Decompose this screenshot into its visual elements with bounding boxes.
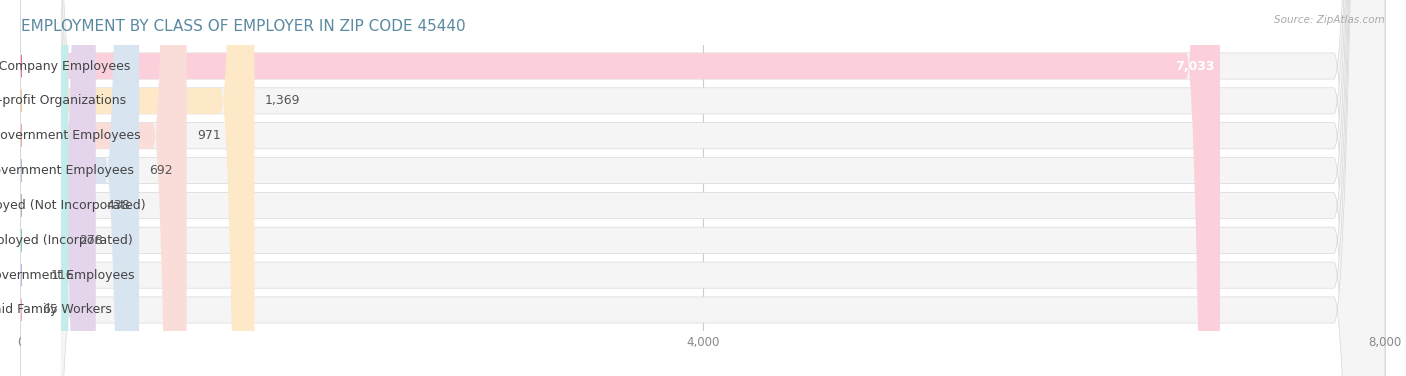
FancyBboxPatch shape (21, 0, 187, 376)
Text: Not-for-profit Organizations: Not-for-profit Organizations (0, 94, 127, 108)
FancyBboxPatch shape (21, 0, 1385, 376)
Text: Private Company Employees: Private Company Employees (0, 59, 131, 73)
FancyBboxPatch shape (21, 0, 60, 376)
FancyBboxPatch shape (21, 0, 1385, 376)
Text: 65: 65 (42, 303, 58, 317)
Text: Local Government Employees: Local Government Employees (0, 164, 134, 177)
FancyBboxPatch shape (21, 0, 1385, 376)
Text: 116: 116 (51, 268, 75, 282)
Text: Source: ZipAtlas.com: Source: ZipAtlas.com (1274, 15, 1385, 25)
Text: 278: 278 (79, 234, 103, 247)
FancyBboxPatch shape (21, 0, 139, 376)
FancyBboxPatch shape (21, 0, 1385, 376)
Text: Federal Government Employees: Federal Government Employees (0, 129, 141, 142)
FancyBboxPatch shape (21, 0, 96, 376)
Text: 971: 971 (197, 129, 221, 142)
Text: 438: 438 (105, 199, 129, 212)
FancyBboxPatch shape (21, 0, 1220, 376)
FancyBboxPatch shape (21, 0, 60, 376)
FancyBboxPatch shape (21, 0, 60, 376)
Text: Self-Employed (Not Incorporated): Self-Employed (Not Incorporated) (0, 199, 146, 212)
FancyBboxPatch shape (21, 0, 254, 376)
Text: Self-Employed (Incorporated): Self-Employed (Incorporated) (0, 234, 132, 247)
Text: Unpaid Family Workers: Unpaid Family Workers (0, 303, 112, 317)
FancyBboxPatch shape (21, 0, 1385, 376)
FancyBboxPatch shape (21, 0, 1385, 376)
FancyBboxPatch shape (21, 0, 1385, 376)
FancyBboxPatch shape (21, 0, 60, 376)
Text: EMPLOYMENT BY CLASS OF EMPLOYER IN ZIP CODE 45440: EMPLOYMENT BY CLASS OF EMPLOYER IN ZIP C… (21, 19, 465, 34)
FancyBboxPatch shape (21, 0, 1385, 376)
FancyBboxPatch shape (21, 0, 60, 376)
FancyBboxPatch shape (21, 0, 60, 376)
FancyBboxPatch shape (21, 0, 60, 376)
FancyBboxPatch shape (7, 0, 55, 376)
Text: 7,033: 7,033 (1175, 59, 1215, 73)
Text: 1,369: 1,369 (264, 94, 301, 108)
FancyBboxPatch shape (21, 0, 60, 376)
Text: State Government Employees: State Government Employees (0, 268, 135, 282)
FancyBboxPatch shape (0, 0, 55, 376)
Text: 692: 692 (149, 164, 173, 177)
FancyBboxPatch shape (21, 0, 69, 376)
